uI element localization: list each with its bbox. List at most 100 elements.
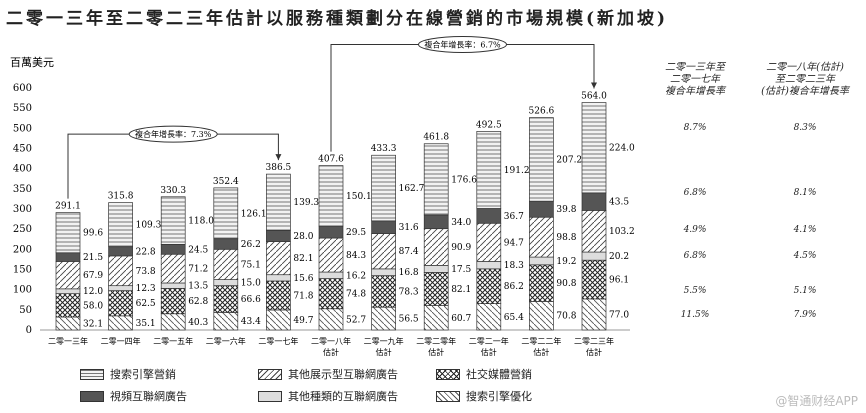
bar-segment — [318, 278, 344, 310]
bar-segment — [476, 268, 502, 304]
data-label: 82.1 — [451, 285, 471, 295]
data-label: 109.3 — [136, 221, 162, 231]
data-label: 12.0 — [83, 287, 103, 297]
legend-item: 其他種類的互聯網廣告 — [258, 388, 398, 404]
data-label: 16.2 — [346, 271, 366, 281]
y-tick-label: 550 — [13, 103, 32, 114]
bar-segment — [318, 308, 344, 331]
bar-segment — [318, 237, 344, 273]
bar-segment — [108, 315, 133, 331]
y-axis-label: 百萬美元 — [10, 56, 54, 69]
legend-label: 搜索引擎營銷 — [110, 368, 176, 381]
cagr-cell: 5.1% — [793, 286, 817, 296]
data-label: 43.4 — [241, 317, 261, 327]
bar-segment — [371, 233, 396, 270]
data-label: 82.1 — [293, 254, 313, 264]
data-label: 191.2 — [504, 166, 530, 176]
bar-segment — [160, 313, 186, 331]
data-label: 94.7 — [504, 238, 524, 248]
bar-segment — [581, 192, 607, 211]
data-label: 35.1 — [136, 319, 156, 329]
cagr-label: 複合年增長率：6.7% — [424, 40, 501, 50]
bar-segment — [160, 196, 186, 245]
bar-segment — [476, 222, 502, 262]
data-label: 62.8 — [188, 297, 208, 307]
data-label: 32.1 — [83, 320, 103, 330]
data-label: 18.3 — [504, 261, 524, 271]
bar-segment — [529, 256, 554, 266]
total-label: 352.4 — [213, 177, 239, 187]
legend-swatch — [258, 390, 282, 402]
data-label: 87.4 — [399, 247, 419, 257]
x-tick-label: 二零二零年估計 — [416, 336, 456, 357]
total-label: 461.8 — [423, 133, 449, 143]
cagr-cell: 7.9% — [793, 310, 817, 320]
bar-segment — [423, 214, 449, 230]
bar-segment — [581, 251, 607, 261]
data-label: 29.5 — [346, 228, 366, 238]
x-tick-label: 二零一八年估計 — [311, 336, 351, 357]
total-label: 407.6 — [318, 155, 344, 165]
data-label: 22.8 — [136, 247, 156, 257]
bar-segment — [318, 165, 344, 227]
data-label: 90.8 — [556, 279, 576, 289]
bar-segment — [371, 154, 396, 222]
data-label: 15.0 — [241, 279, 261, 289]
y-tick-label: 400 — [13, 164, 32, 175]
data-label: 39.8 — [556, 205, 576, 215]
cagr-cell: 6.8% — [683, 188, 707, 198]
data-label: 118.0 — [188, 217, 214, 227]
y-tick-label: 300 — [13, 204, 32, 215]
data-label: 224.0 — [609, 144, 635, 154]
legend-label: 搜索引擎優化 — [466, 390, 532, 403]
y-tick-label: 50 — [19, 305, 32, 316]
bar-segment — [423, 272, 449, 306]
data-label: 17.5 — [451, 265, 471, 275]
data-label: 67.9 — [83, 271, 103, 281]
data-label: 15.6 — [293, 274, 313, 284]
data-label: 126.1 — [241, 209, 267, 219]
data-label: 60.7 — [451, 314, 471, 324]
cagr-header-2013-2017: 二零一三年至 二零一七年 複合年增長率 — [665, 62, 725, 97]
data-label: 52.7 — [346, 315, 366, 325]
data-label: 24.5 — [188, 245, 208, 255]
bar-segment — [266, 274, 291, 282]
cagr-cell: 4.1% — [793, 225, 817, 235]
data-label: 34.0 — [451, 218, 471, 228]
total-label: 526.6 — [529, 107, 555, 117]
y-tick-label: 100 — [13, 285, 32, 296]
data-label: 90.9 — [451, 243, 471, 253]
data-label: 150.1 — [346, 192, 372, 202]
data-label: 58.0 — [83, 301, 103, 311]
bar-segment — [55, 293, 81, 318]
bar-segment — [371, 306, 396, 331]
chart-title: 二零一三年至二零二三年估計以服務種類劃分在線營銷的市場規模(新加坡) — [6, 9, 669, 29]
data-label: 74.8 — [346, 290, 366, 300]
cagr-bubble — [418, 36, 507, 54]
data-label: 36.7 — [504, 212, 524, 222]
bar-segment — [213, 187, 239, 240]
bar-segment — [108, 202, 133, 248]
data-label: 65.4 — [504, 313, 524, 323]
x-tick-label: 二零一九年估計 — [364, 336, 404, 357]
data-label: 71.8 — [293, 291, 313, 301]
cagr-cell: 6.8% — [683, 251, 707, 261]
bar-segment — [160, 244, 186, 255]
bar-segment — [423, 264, 449, 273]
legend-label: 其他展示型互聯網廣告 — [288, 368, 398, 381]
cagr-arrowhead — [591, 82, 597, 89]
legend-item: 搜索引擎營銷 — [80, 366, 176, 382]
total-label: 330.3 — [160, 186, 186, 196]
bar-segment — [529, 200, 554, 218]
data-label: 19.2 — [556, 257, 576, 267]
legend-label: 其他種類的互聯網廣告 — [288, 390, 398, 403]
data-label: 103.2 — [609, 227, 635, 237]
bar-segment — [213, 279, 239, 286]
data-label: 31.6 — [399, 223, 419, 233]
cagr-cell: 8.1% — [793, 188, 817, 198]
x-tick-label: 二零二三年估計 — [574, 336, 614, 357]
data-label: 99.6 — [83, 229, 103, 239]
bar-segment — [108, 285, 133, 291]
data-label: 176.6 — [451, 175, 477, 185]
total-label: 315.8 — [108, 192, 134, 202]
